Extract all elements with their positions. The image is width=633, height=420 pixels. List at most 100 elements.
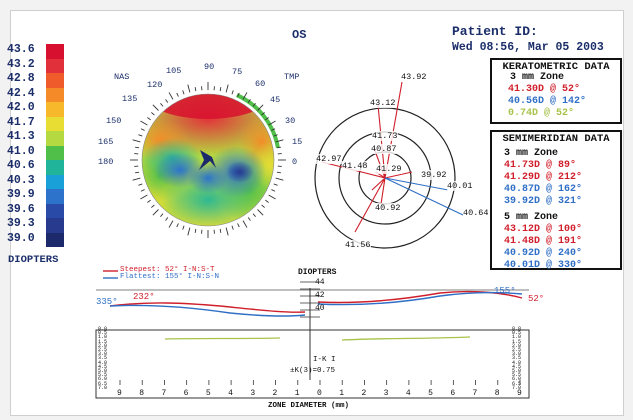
degree-tick: [225, 84, 229, 93]
topo-outline: [141, 93, 275, 227]
legend-value: 43.2: [7, 57, 35, 71]
keratometric-zone: 3 mm Zone: [510, 72, 565, 83]
semimeridian-line-5mm: 40.92D @ 240°: [504, 248, 583, 259]
degree-tick: [268, 120, 276, 126]
depth-tick-right: 3.0: [512, 351, 522, 358]
degree-tick: [140, 194, 148, 200]
legend-swatch: [46, 87, 64, 102]
degree-tick: [276, 146, 281, 149]
degree-tick: [271, 189, 276, 192]
degree-tick: [140, 128, 145, 131]
sim-k-value: 40.01: [447, 181, 473, 191]
semimeridian-line-5mm: 43.12D @ 100°: [504, 224, 583, 235]
legend-swatch: [46, 116, 64, 131]
sim-k-value: 40.87: [371, 144, 397, 154]
semimeridian-line-5mm: 40.01D @ 330°: [504, 260, 583, 271]
legend-value: 42.0: [7, 101, 35, 114]
depth-tick-left: 1.0: [98, 334, 108, 341]
degree-tick: [160, 103, 164, 107]
degree-tick: [152, 209, 159, 216]
depth-tick-right: 2.5: [512, 347, 522, 353]
steepest-label: Steepest: 52° I-N:S-T: [120, 266, 215, 274]
degree-tick: [275, 139, 284, 143]
legend-swatch: [46, 145, 64, 160]
angle-label: 0: [292, 157, 298, 167]
sim-k-value: 43.12: [370, 98, 396, 108]
legend-unit-label: DIOPTERS: [8, 254, 59, 266]
legend-swatch: [46, 232, 64, 247]
zone-diameter-tick: 2: [361, 389, 367, 398]
depth-tick-left: 0.0: [98, 326, 108, 332]
degree-tick: [261, 204, 265, 208]
degree-tick: [165, 217, 169, 221]
angle-label: 30: [285, 116, 296, 126]
temporal-label: TMP: [284, 72, 300, 82]
diopter-scale-tick: 44: [315, 278, 325, 287]
degree-tick: [231, 90, 234, 95]
degree-tick: [168, 92, 174, 100]
angle-label: 120: [147, 80, 163, 90]
legend-swatch: [46, 58, 64, 73]
keratometric-data-box: KERATOMETRIC DATA 3 mm Zone 41.30D @ 52°…: [490, 58, 622, 124]
angle-label: 15: [292, 137, 303, 147]
zone-diameter-tick: 7: [161, 389, 167, 398]
degree-tick: [132, 177, 141, 181]
degree-tick: [252, 103, 256, 107]
degree-tick: [247, 99, 251, 103]
depth-tick-left: 2.0: [98, 342, 108, 349]
semimeridian-data-box: SEMIMERIDIAN DATA 3 mm Zone 41.73D @ 89°…: [490, 130, 622, 271]
degree-tick: [138, 183, 143, 186]
legend-swatch: [46, 189, 64, 204]
degree-tick: [219, 228, 222, 233]
degree-tick: [265, 199, 269, 203]
profile-panel: [95, 281, 530, 399]
semimeridian-zone-5: 5 mm Zone: [504, 212, 559, 223]
semimeridian-line-3mm: 40.87D @ 162°: [504, 184, 583, 195]
sim-k-value: 40.64: [463, 208, 489, 218]
depth-tick-left: 6.0: [98, 376, 108, 383]
sim-k-value: 41.73: [372, 131, 398, 141]
semimeridian-line-3mm: 39.92D @ 321°: [504, 196, 583, 207]
degree-tick: [273, 183, 278, 186]
legend-swatch: [46, 73, 64, 88]
degree-tick: [135, 146, 140, 149]
zone-diameter-tick: 9: [117, 389, 122, 398]
legend-value: 39.3: [7, 217, 35, 230]
keratometric-line: 40.56D @ 142°: [508, 96, 587, 107]
degree-tick: [176, 92, 179, 97]
depth-tick-left: 7.0: [98, 384, 108, 391]
legend-swatch: [46, 174, 64, 189]
degree-tick: [138, 134, 143, 137]
diopter-scale-tick: 42: [315, 291, 325, 300]
depth-tick-right: 6.0: [512, 376, 522, 383]
depth-tick-left: 2.5: [98, 347, 108, 353]
depth-tick-right: 5.5: [512, 372, 522, 379]
depth-tick-right: 0.5: [512, 330, 522, 337]
angle-label: 180: [98, 157, 114, 167]
legend-value: 41.7: [7, 115, 35, 129]
depth-tick-right: 4.5: [512, 363, 522, 370]
legend-value: 42.8: [7, 72, 35, 85]
legend-swatch: [46, 44, 64, 59]
degree-tick: [252, 213, 256, 217]
keratometric-line: 0.74D @ 52°: [508, 108, 575, 119]
k-label: I-K I: [313, 356, 336, 364]
degree-tick: [168, 220, 174, 228]
depth-tick-left: 0.5: [98, 330, 108, 337]
legend-value: 42.4: [7, 86, 35, 100]
angle-label: 150: [106, 116, 122, 126]
legend-value: 39.0: [7, 231, 35, 245]
patient-id-label: Patient ID:: [452, 24, 538, 39]
legend-value: 41.3: [7, 130, 35, 143]
left-flat-angle: 335°: [96, 297, 118, 307]
zone-diameter-tick: 1: [294, 389, 300, 398]
degree-tick: [231, 225, 234, 230]
depth-tick-left: 5.0: [98, 368, 108, 374]
degree-tick: [152, 104, 159, 111]
legend-value: 40.3: [7, 173, 35, 187]
depth-tick-right: 2.0: [512, 342, 522, 349]
degree-tick: [271, 128, 276, 131]
legend-value: 41.0: [7, 144, 35, 158]
degree-tick: [225, 227, 229, 236]
